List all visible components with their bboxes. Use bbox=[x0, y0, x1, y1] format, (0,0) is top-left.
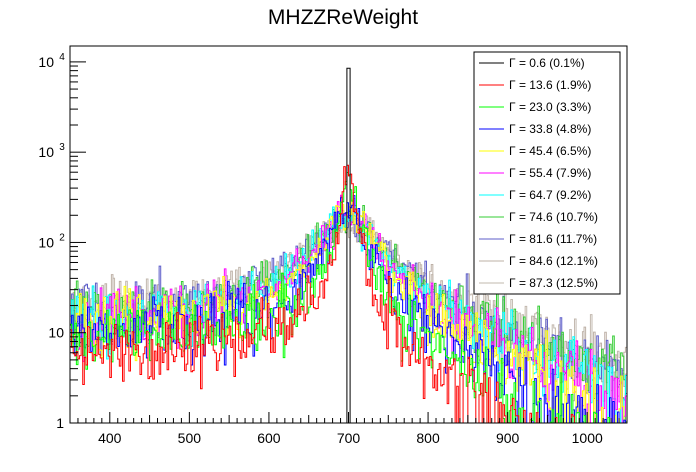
y-tick-label-1000: 10 bbox=[38, 144, 54, 160]
y-tick-exponent-100: 2 bbox=[59, 232, 65, 243]
chart-title: MHZZReWeight bbox=[268, 6, 418, 29]
y-tick-label-10000: 10 bbox=[38, 54, 54, 70]
series-line-4 bbox=[70, 195, 626, 423]
y-axis: 1 10 10 2 10 3 10 4 bbox=[38, 52, 86, 431]
y-tick-exponent-1000: 3 bbox=[59, 142, 65, 153]
x-tick-label-900: 900 bbox=[496, 430, 520, 446]
legend-label-8: Γ = 74.6 (10.7%) bbox=[509, 210, 598, 224]
series-line-1 bbox=[346, 67, 351, 423]
legend-label-9: Γ = 81.6 (11.7%) bbox=[509, 232, 597, 246]
x-tick-label-800: 800 bbox=[416, 430, 440, 446]
x-tick-label-400: 400 bbox=[98, 430, 122, 446]
y-tick-exponent-10000: 4 bbox=[59, 52, 65, 63]
x-tick-label-700: 700 bbox=[337, 430, 361, 446]
legend-label-6: Γ = 55.4 (7.9%) bbox=[509, 166, 591, 180]
legend-label-2: Γ = 13.6 (1.9%) bbox=[509, 78, 591, 92]
series-layer bbox=[70, 67, 627, 423]
y-tick-label-100: 10 bbox=[38, 234, 54, 250]
series-line-2 bbox=[70, 164, 575, 423]
legend-label-5: Γ = 45.4 (6.5%) bbox=[509, 144, 591, 158]
legend-label-7: Γ = 64.7 (9.2%) bbox=[509, 188, 591, 202]
legend-label-3: Γ = 23.0 (3.3%) bbox=[509, 100, 591, 114]
x-axis: 400 500 600 700 800 900 1000 bbox=[69, 412, 628, 446]
y-tick-label-1: 1 bbox=[56, 415, 64, 431]
x-tick-label-1000: 1000 bbox=[572, 430, 603, 446]
x-tick-label-600: 600 bbox=[257, 430, 281, 446]
legend: Γ = 0.6 (0.1%) Γ = 13.6 (1.9%) Γ = 23.0 (3… bbox=[473, 51, 621, 295]
y-tick-label-10: 10 bbox=[48, 325, 64, 341]
legend-label-11: Γ = 87.3 (12.5%) bbox=[509, 276, 598, 290]
series-line-6 bbox=[70, 194, 627, 423]
legend-label-4: Γ = 33.8 (4.8%) bbox=[509, 122, 591, 136]
legend-label-10: Γ = 84.6 (12.1%) bbox=[509, 254, 598, 268]
x-tick-label-500: 500 bbox=[178, 430, 202, 446]
legend-label-1: Γ = 0.6 (0.1%) bbox=[509, 56, 585, 70]
